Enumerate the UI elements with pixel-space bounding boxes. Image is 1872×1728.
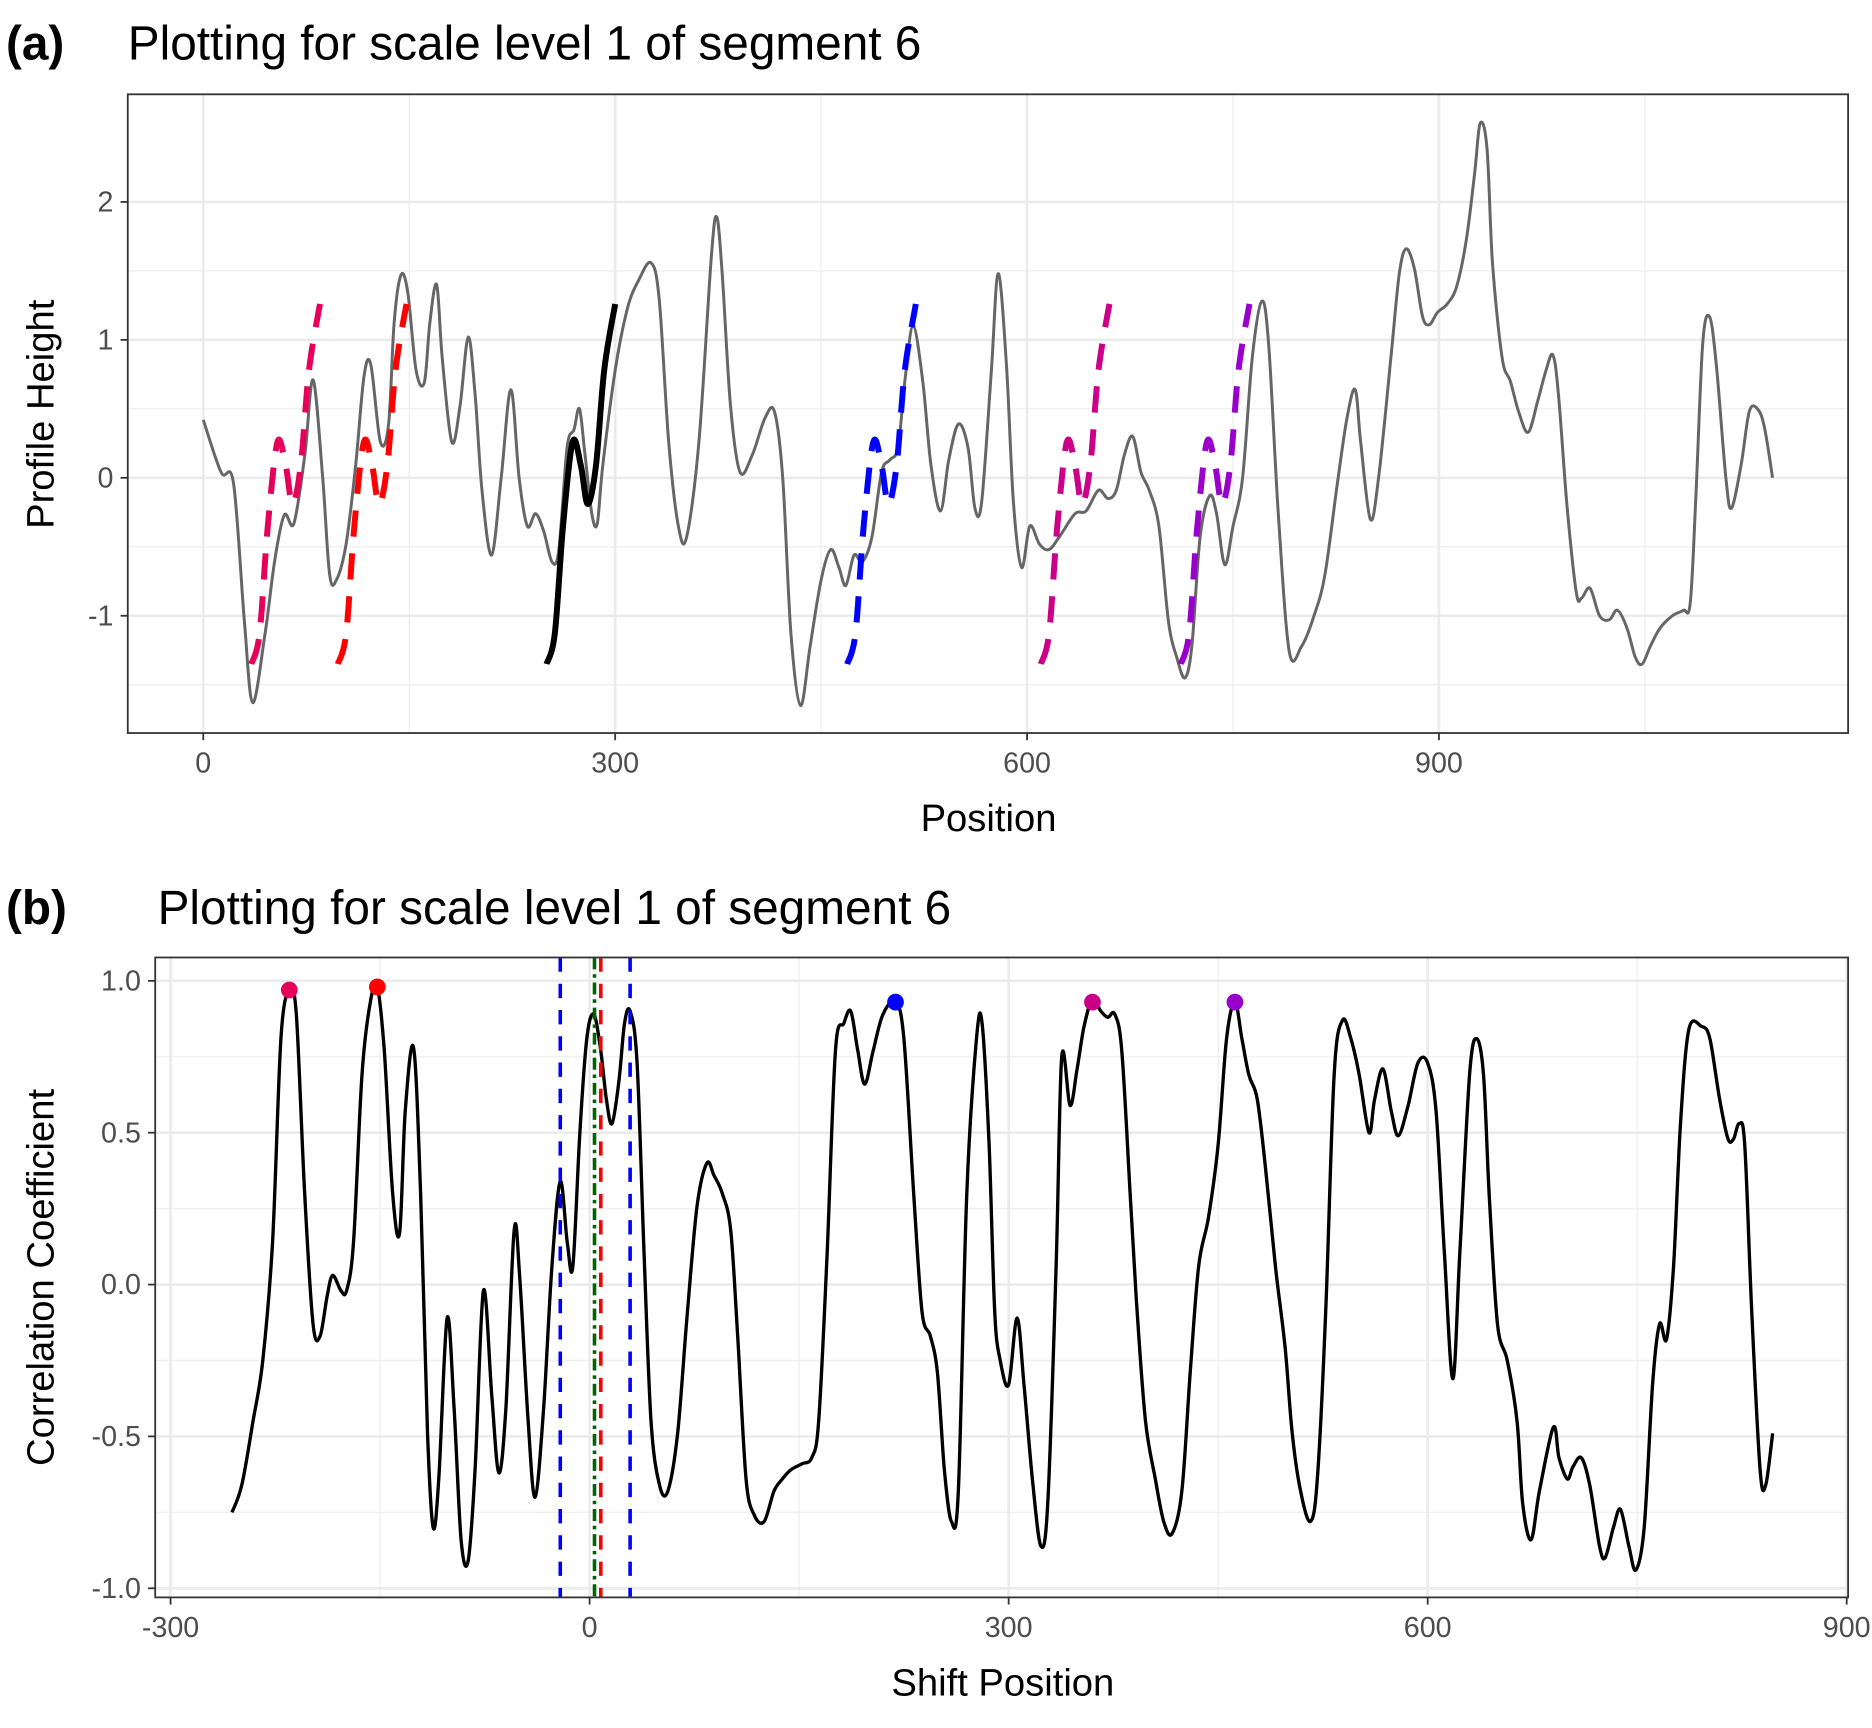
plot-border [154, 956, 1850, 1599]
correlation-line [230, 982, 1775, 1572]
peak-point [1226, 993, 1244, 1011]
panel-a-xlabel: Position [921, 797, 1057, 840]
x-tick-label: 300 [985, 1612, 1033, 1644]
matched-segment-dashed-line [248, 303, 323, 666]
y-tick-label: -1 [88, 600, 113, 632]
peak-point [368, 978, 386, 996]
matched-segment-dashed-line [1037, 303, 1113, 665]
y-tick-label: 0 [97, 462, 113, 494]
profile-line [201, 120, 1775, 707]
x-tick-label: 0 [195, 747, 211, 779]
x-tick-label: -300 [142, 1612, 199, 1644]
y-tick-label: 0.0 [101, 1269, 141, 1301]
peak-point [1084, 993, 1101, 1011]
reference-segment-line [543, 303, 619, 665]
panel-b-chart: -300 0 300 600 900 1.0 0.5 0.0 -0.5 -1.0 [92, 956, 1871, 1644]
panel-a-chart: 0 300 600 900 2 1 0 -1 [88, 93, 1850, 779]
y-tick-label: 0.5 [101, 1117, 141, 1149]
panel-b-title: Plotting for scale level 1 of segment 6 [158, 882, 952, 935]
panel-a-title: Plotting for scale level 1 of segment 6 [128, 18, 922, 71]
matched-segment-dashed-line [844, 303, 919, 666]
matched-segment-dashed-line [334, 303, 410, 665]
x-tick-label: 600 [1404, 1612, 1452, 1644]
x-tick-label: 900 [1823, 1612, 1871, 1644]
y-tick-label: 1.0 [101, 965, 141, 997]
x-tick-label: 600 [1003, 747, 1051, 779]
y-tick-label: 1 [97, 324, 113, 356]
panel-b-ylabel: Correlation Coefficient [20, 1088, 63, 1466]
y-tick-label: -1.0 [92, 1573, 141, 1605]
panel-b-xlabel: Shift Position [891, 1661, 1114, 1704]
panel-b-tag: (b) [6, 882, 67, 935]
peak-point [280, 981, 298, 999]
x-tick-label: 900 [1415, 747, 1463, 779]
x-tick-label: 0 [582, 1612, 598, 1644]
plot-border [126, 93, 1850, 734]
panel-a-tag: (a) [6, 18, 64, 71]
matched-segment-dashed-line [1177, 303, 1253, 665]
y-tick-label: 2 [97, 186, 113, 218]
x-tick-label: 300 [591, 747, 639, 779]
peak-point [887, 993, 904, 1011]
panel-a-ylabel: Profile Height [20, 299, 63, 529]
y-tick-label: -0.5 [92, 1421, 141, 1453]
